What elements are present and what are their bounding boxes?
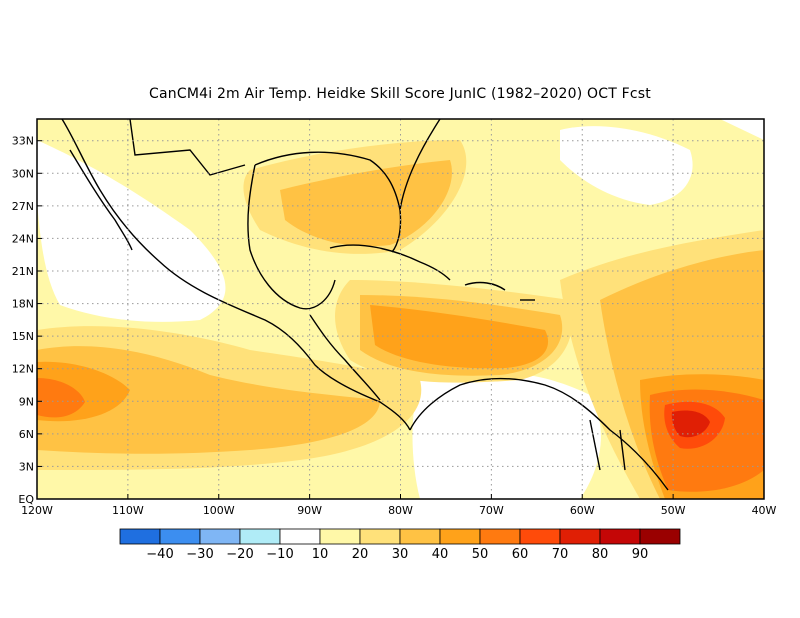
colorbar: −40 −30 −20 −10 10 20 30 40 50 60 70 80 90 xyxy=(119,528,681,562)
colorbar-label: −40 xyxy=(146,547,173,562)
colorbar-swatch xyxy=(559,528,601,545)
colorbar-label: 70 xyxy=(552,547,569,562)
white-pocket-atlantic xyxy=(560,126,693,205)
colorbar-label: 40 xyxy=(432,547,449,562)
lat-tick-label: 3N xyxy=(19,460,34,473)
lat-tick-label: 24N xyxy=(12,232,34,245)
coast-us-gulf xyxy=(254,151,402,253)
lat-tick-label: 12N xyxy=(12,363,34,376)
lat-tick-label: 15N xyxy=(12,330,34,343)
colorbar-swatch xyxy=(359,528,401,545)
lat-tick-label: 27N xyxy=(12,200,34,213)
chart-title: CanCM4i 2m Air Temp. Heidke Skill Score … xyxy=(149,86,651,102)
lon-tick-label: 40W xyxy=(752,504,777,517)
lon-axis: 120W 110W 100W 90W 80W 70W 60W 50W 40W xyxy=(21,494,777,517)
us-mexico-border xyxy=(129,119,246,176)
colorbar-swatch xyxy=(319,528,361,545)
lat-tick-label: 6N xyxy=(19,428,34,441)
lat-tick-label: 30N xyxy=(12,167,34,180)
coast-east-us xyxy=(399,119,441,211)
colorbar-label: 10 xyxy=(312,547,329,562)
colorbar-label: 60 xyxy=(512,547,529,562)
colorbar-label: 50 xyxy=(472,547,489,562)
lon-tick-label: 70W xyxy=(479,504,504,517)
colorbar-swatch xyxy=(479,528,521,545)
lon-tick-label: 90W xyxy=(297,504,322,517)
colorbar-swatch xyxy=(199,528,241,545)
lat-tick-label: 18N xyxy=(12,298,34,311)
coast-central-america xyxy=(309,314,381,401)
field-contour-40-caribbean xyxy=(370,305,549,369)
lat-tick-label: 21N xyxy=(12,265,34,278)
colorbar-swatch xyxy=(399,528,441,545)
white-pocket-samerica xyxy=(412,371,601,499)
field-contour-50-pacific xyxy=(37,378,85,418)
colorbar-label: 20 xyxy=(352,547,369,562)
colorbar-swatch xyxy=(119,528,161,545)
colorbar-swatch xyxy=(439,528,481,545)
lat-tick-label: EQ xyxy=(18,493,34,506)
colorbar-label: 80 xyxy=(592,547,609,562)
lon-tick-label: 100W xyxy=(203,504,235,517)
coast-hispaniola xyxy=(464,281,506,291)
colorbar-swatch xyxy=(279,528,321,545)
colorbar-label: −10 xyxy=(266,547,293,562)
lat-axis: EQ 3N 6N 9N 12N 15N 18N 21N 24N 27N 30N 33N xyxy=(12,135,42,506)
coast-west-mexico xyxy=(61,119,411,431)
lon-tick-label: 120W xyxy=(21,504,53,517)
colorbar-swatch xyxy=(599,528,641,545)
field-contour-30 xyxy=(37,346,380,454)
lat-tick-label: 9N xyxy=(19,395,34,408)
coast-baja xyxy=(69,149,133,251)
colorbar-swatch xyxy=(159,528,201,545)
lat-tick-label: 33N xyxy=(12,135,34,148)
lon-tick-label: 60W xyxy=(570,504,595,517)
lon-tick-label: 50W xyxy=(661,504,686,517)
coastlines xyxy=(61,119,669,491)
colorbar-swatch xyxy=(519,528,561,545)
coast-cuba xyxy=(329,244,451,281)
guiana-borders xyxy=(589,419,626,471)
colorbar-swatch xyxy=(639,528,681,545)
lon-tick-label: 80W xyxy=(388,504,413,517)
coast-south-america xyxy=(409,377,669,491)
lon-tick-label: 110W xyxy=(112,504,144,517)
colorbar-label: −30 xyxy=(186,547,213,562)
field-contour-70 xyxy=(671,410,710,438)
colorbar-label: −20 xyxy=(226,547,253,562)
field-contour-30-gulf xyxy=(280,160,452,247)
colorbar-swatch xyxy=(239,528,281,545)
grid-lines xyxy=(37,119,764,499)
colorbar-label: 90 xyxy=(632,547,649,562)
colorbar-label: 30 xyxy=(392,547,409,562)
coast-gulf xyxy=(247,164,336,310)
